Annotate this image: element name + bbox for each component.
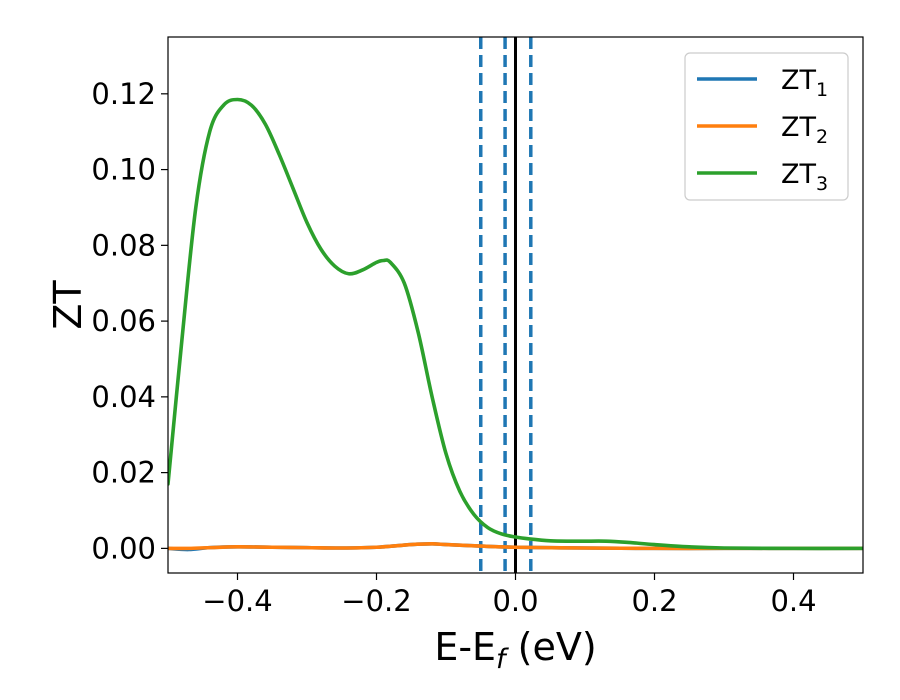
x-tick-label: 0.2 — [631, 584, 677, 618]
x-tick-label: −0.4 — [202, 584, 272, 618]
series-lines — [168, 97, 863, 552]
series-line-zt2 — [168, 542, 863, 551]
x-tick-label: −0.2 — [341, 584, 411, 618]
legend: ZT1 ZT2 ZT3 — [684, 52, 849, 201]
legend-label-zt2: ZT2 — [781, 112, 828, 148]
y-tick-label: 0.02 — [91, 456, 156, 490]
x-axis-label: E-Ef (eV) — [434, 625, 596, 675]
y-tick-label: 0.00 — [91, 531, 156, 565]
x-tick-label: 0.0 — [492, 584, 538, 618]
y-tick-label: 0.06 — [91, 304, 156, 338]
y-tick-label: 0.10 — [91, 153, 156, 187]
series-line-zt3 — [168, 97, 863, 551]
y-axis-ticks: 0.00 0.02 0.04 0.06 0.08 0.10 0.12 — [91, 77, 168, 565]
vertical-reference-lines — [479, 37, 533, 573]
legend-label-zt1: ZT1 — [781, 65, 828, 101]
x-tick-label: 0.4 — [770, 584, 816, 618]
legend-label-zt3: ZT3 — [781, 159, 828, 195]
x-axis-ticks: −0.4 −0.2 0.0 0.2 0.4 — [202, 573, 817, 618]
legend-box — [684, 52, 849, 201]
y-axis-label: ZT — [46, 280, 90, 330]
y-tick-label: 0.12 — [91, 77, 156, 111]
y-tick-label: 0.08 — [91, 228, 156, 262]
y-tick-label: 0.04 — [91, 380, 156, 414]
